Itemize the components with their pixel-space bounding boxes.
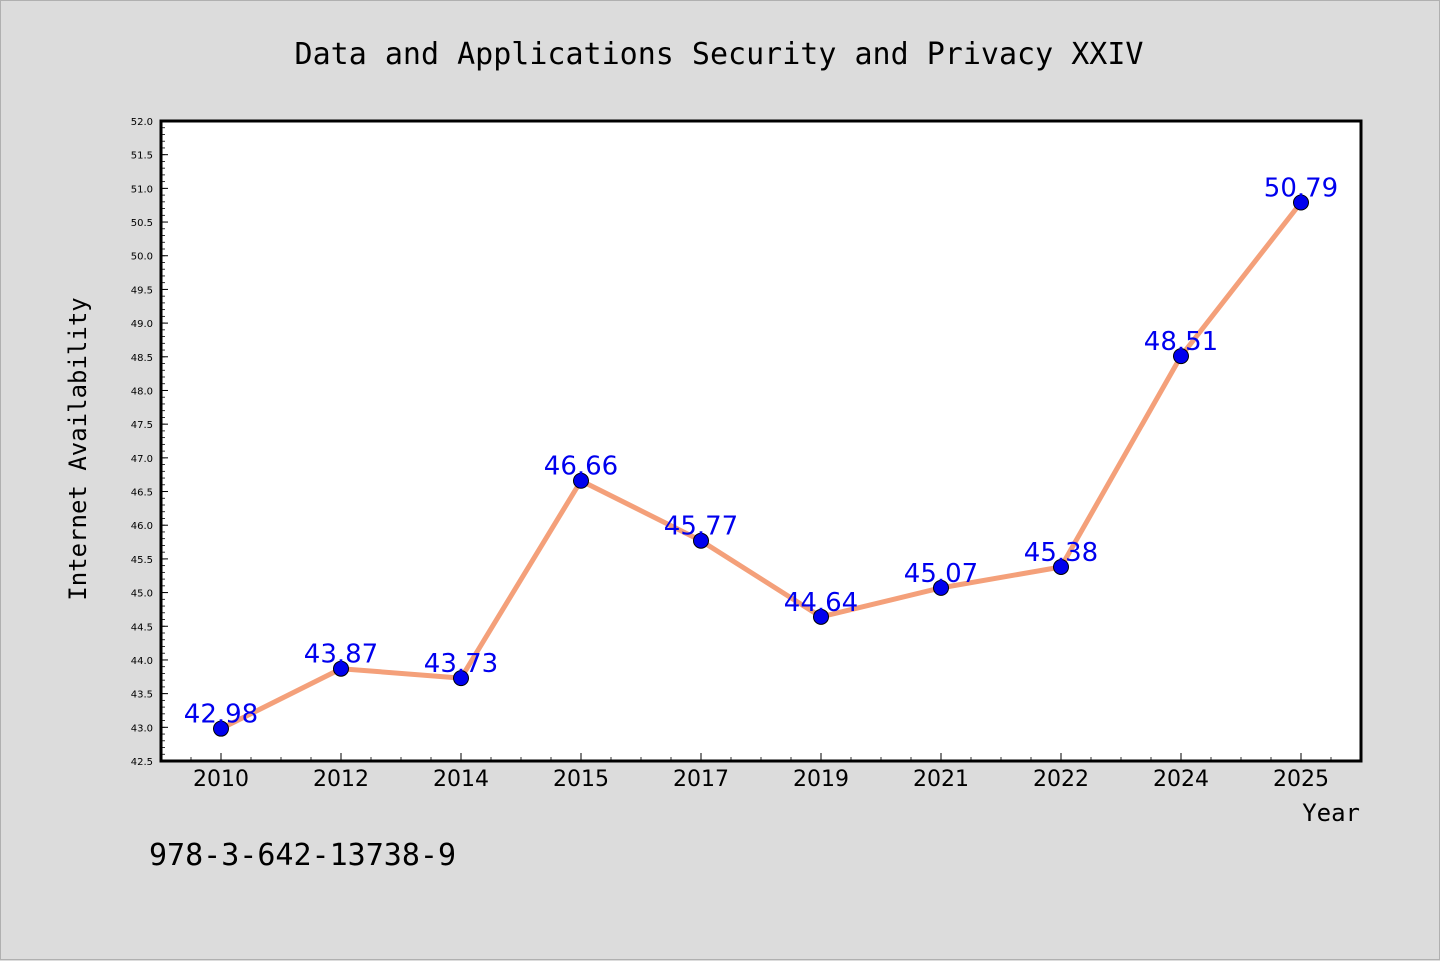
data-label: 42.98 [184,700,258,730]
y-tick-label: 42.5 [131,757,153,768]
x-tick-label: 2021 [913,767,969,792]
data-label: 46.66 [544,452,618,482]
x-tick-label: 2012 [313,767,369,792]
x-tick-label: 2010 [193,767,249,792]
x-tick-label: 2019 [793,767,849,792]
y-tick-label: 46.5 [131,488,153,499]
plot-area [159,119,1363,763]
chart-title: Data and Applications Security and Priva… [295,37,1144,72]
y-tick-label: 51.5 [131,151,153,162]
y-tick-label: 43.5 [131,690,153,701]
data-point [213,720,229,737]
data-point [813,608,829,625]
x-tick-label: 2017 [673,767,729,792]
y-tick-label: 46.0 [131,521,153,532]
data-label-layer: 42.98 43.87 43.73 46.66 45.77 44.64 45.07 45.38… [184,174,1338,730]
data-point [1293,194,1309,211]
data-point [693,532,709,549]
data-label: 44.64 [784,588,858,618]
data-label: 43.73 [424,649,498,679]
y-tick-label: 49.0 [131,319,153,330]
data-label: 45.77 [664,512,738,542]
data-point [1053,558,1069,575]
y-tick-label: 48.0 [131,386,153,397]
data-point [933,579,949,596]
y-tick-label: 52.0 [131,117,153,128]
data-label: 50.79 [1264,174,1338,204]
y-tick-label: 45.5 [131,555,153,566]
data-point [1173,348,1189,365]
x-tick-label: 2014 [433,767,489,792]
footnote-isbn: 978-3-642-13738-9 [149,838,456,873]
x-tick-label: 2022 [1033,767,1089,792]
data-label: 45.38 [1024,538,1098,568]
x-tick-label: 2025 [1273,767,1329,792]
y-tick-label: 50.0 [131,252,153,263]
y-axis: 42.5 43.0 43.5 44.0 44.5 45.0 45.5 46.0 46.5 47.0… [131,117,168,768]
y-tick-label: 43.0 [131,723,153,734]
data-point [453,670,469,687]
y-tick-label: 47.5 [131,420,153,431]
data-label: 45.07 [904,559,978,589]
series-layer [213,194,1309,737]
y-tick-label: 50.5 [131,218,153,229]
y-tick-label: 47.0 [131,454,153,465]
data-label: 48.51 [1144,327,1218,357]
x-tick-label: 2024 [1153,767,1209,792]
data-point [573,472,589,489]
series-line [218,200,1304,732]
y-tick-label: 44.5 [131,622,153,633]
data-label: 43.87 [304,640,378,670]
x-axis-title: Year [1302,799,1360,827]
x-axis: 2010 2012 2014 2015 2017 2019 2021 2022 2024 2025 [190,753,1332,792]
x-tick-label: 2015 [553,767,609,792]
y-tick-label: 51.0 [131,184,153,195]
y-axis-title: Internet Availability [64,297,92,600]
data-point [333,660,349,677]
y-tick-label: 44.0 [131,656,153,667]
y-tick-label: 49.5 [131,285,153,296]
y-tick-label: 45.0 [131,589,153,600]
y-tick-label: 48.5 [131,353,153,364]
